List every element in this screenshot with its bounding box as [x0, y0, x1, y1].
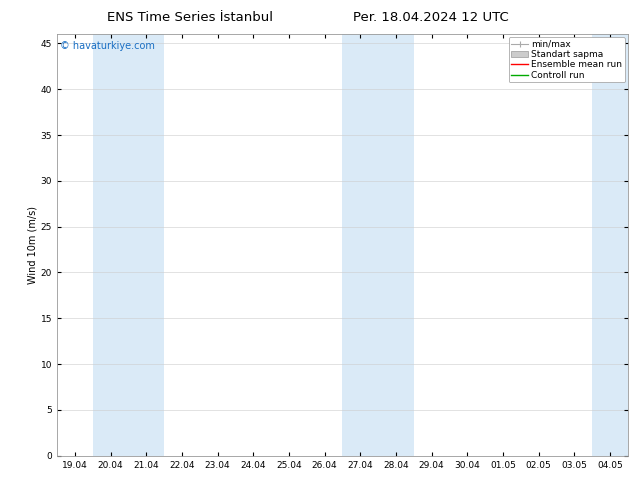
Legend: min/max, Standart sapma, Ensemble mean run, Controll run: min/max, Standart sapma, Ensemble mean r…	[508, 37, 625, 82]
Bar	[342, 34, 413, 456]
Bar	[592, 34, 628, 456]
Text: © havaturkiye.com: © havaturkiye.com	[60, 41, 155, 50]
Text: Per. 18.04.2024 12 UTC: Per. 18.04.2024 12 UTC	[353, 11, 509, 24]
Y-axis label: Wind 10m (m/s): Wind 10m (m/s)	[28, 206, 38, 284]
Text: ENS Time Series İstanbul: ENS Time Series İstanbul	[107, 11, 273, 24]
Bar	[93, 34, 164, 456]
